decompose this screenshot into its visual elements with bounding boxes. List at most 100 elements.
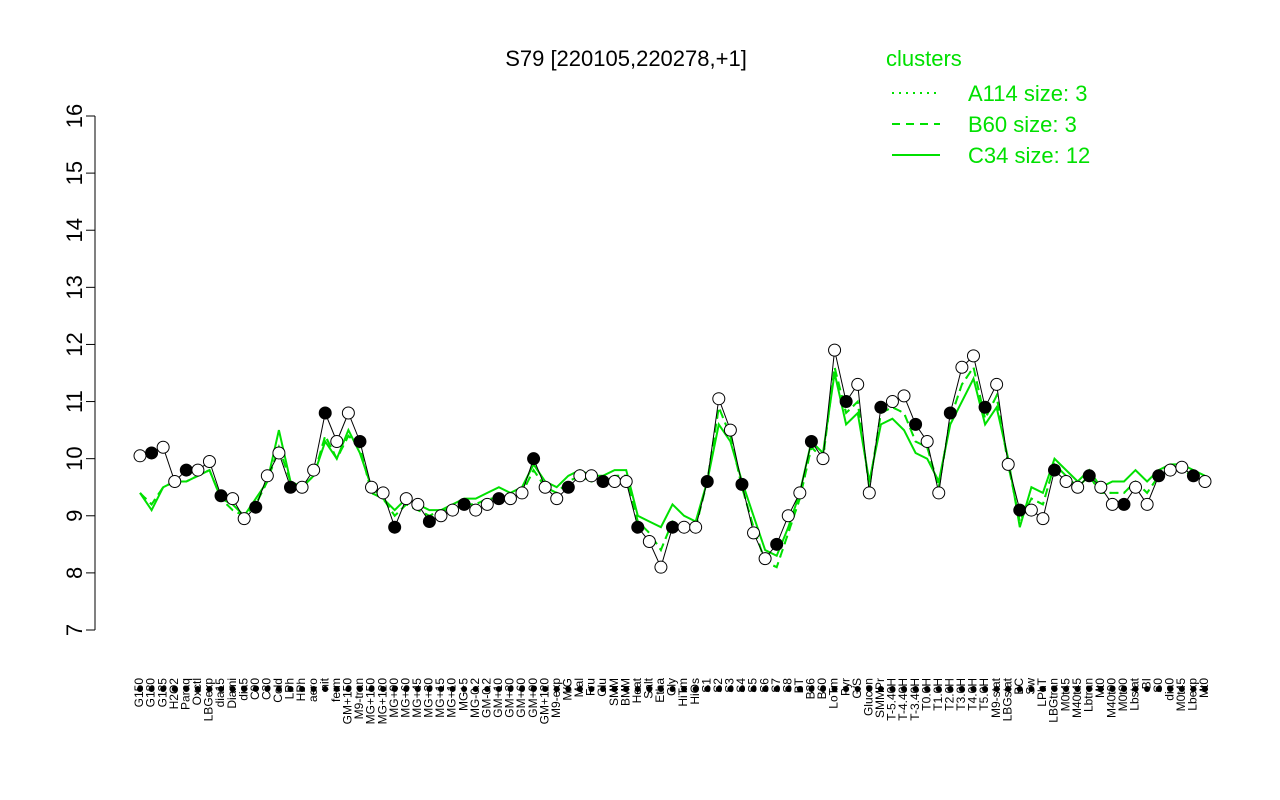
x-tick-label: MG+45: [410, 678, 424, 718]
x-tick-label: S6: [757, 678, 771, 693]
x-tick-label: C30: [260, 678, 274, 700]
x-tick-label: Lbstat: [1128, 677, 1142, 710]
x-tick-label: Mt0: [1093, 678, 1107, 698]
x-rug-mark: [1086, 686, 1093, 692]
y-axis: 7 8 9 10 11 12 13 14 15 16: [62, 104, 96, 636]
x-rug-mark: [437, 686, 444, 692]
x-rug-mark: [137, 686, 143, 692]
y-tick-label: 10: [62, 446, 87, 470]
x-rug-mark: [148, 686, 155, 692]
x-tick-label: GM+30: [503, 678, 517, 718]
x-tick-label: nit: [317, 677, 331, 690]
x-rug-mark: [345, 686, 352, 692]
x-rug-mark: [1190, 686, 1197, 692]
x-tick-label: M9-tran: [352, 678, 366, 719]
series-line-dotted: [139, 364, 1206, 569]
x-tick-label: Cold: [271, 678, 285, 703]
x-tick-label: MG+10: [445, 678, 459, 718]
x-tick-label: HiOs: [688, 678, 702, 705]
x-rug-mark: [287, 686, 294, 692]
x-rug-mark: [414, 686, 421, 692]
x-tick-label: S5: [746, 678, 760, 693]
data-point: [365, 480, 379, 494]
y-tick-label: 9: [62, 510, 87, 522]
x-rug-mark: [889, 686, 896, 692]
x-tick-label: S8: [780, 678, 794, 693]
data-point: [793, 486, 807, 500]
data-point: [1059, 475, 1073, 489]
x-tick-label: T-4.40H: [896, 678, 910, 721]
data-point: [145, 446, 159, 460]
data-point: [584, 469, 598, 483]
data-point: [839, 395, 853, 409]
x-rug-mark: [449, 686, 456, 692]
x-tick-label: GM+150: [341, 678, 355, 725]
x-rug-mark: [495, 686, 502, 692]
x-rug-mark: [657, 686, 664, 692]
x-tick-label: BI: [1139, 678, 1153, 689]
data-point: [527, 452, 541, 466]
legend-label: A114 size: 3: [968, 81, 1087, 106]
data-point: [1152, 469, 1166, 483]
data-point: [978, 400, 992, 414]
x-rug-mark: [1155, 686, 1162, 692]
x-rug-mark: [160, 686, 167, 692]
x-rug-mark: [692, 686, 699, 692]
data-point: [434, 509, 448, 523]
data-point: [897, 389, 911, 403]
x-tick-label: B60: [815, 678, 829, 700]
x-rug-mark: [1005, 686, 1012, 692]
x-tick-label: G150: [132, 678, 146, 708]
x-tick-label: Paraq: [178, 678, 192, 710]
x-rug-mark: [1120, 686, 1127, 692]
x-tick-label: MG+15: [433, 678, 447, 718]
x-rug-mark: [715, 686, 722, 692]
y-tick-label: 11: [62, 390, 87, 413]
x-rug-mark: [1039, 686, 1046, 692]
data-point: [1036, 512, 1050, 526]
x-tick-label: Oxctl: [190, 678, 204, 705]
x-rug-mark: [1167, 686, 1174, 692]
data-point: [1117, 497, 1131, 511]
x-tick-label: T-5.40H: [885, 678, 899, 721]
x-rug-mark: [947, 686, 954, 692]
x-rug-mark: [275, 686, 282, 692]
x-tick-label: B36: [804, 678, 818, 700]
data-point: [1094, 480, 1108, 494]
data-point: [1140, 497, 1154, 511]
data-point: [179, 463, 193, 477]
x-rug-mark: [750, 686, 757, 692]
x-rug-mark: [194, 686, 201, 692]
data-point: [955, 360, 969, 374]
data-point: [503, 492, 517, 506]
data-point: [735, 477, 749, 491]
x-tick-label: M40t90: [1105, 678, 1119, 718]
x-tick-label: M0t45: [1174, 678, 1188, 712]
x-rug-mark: [472, 686, 479, 692]
x-rug-mark: [958, 686, 965, 692]
data-point: [1024, 503, 1038, 517]
x-rug-mark: [299, 686, 306, 692]
x-rug-mark: [924, 686, 931, 692]
x-tick-label: G/S: [850, 678, 864, 699]
x-rug-mark: [669, 686, 676, 692]
data-point: [1082, 469, 1096, 483]
y-tick-label: 7: [62, 624, 87, 636]
x-tick-label: LBGtran: [1047, 678, 1061, 723]
x-rug-mark: [762, 686, 769, 692]
data-point: [538, 480, 552, 494]
x-rug-mark: [229, 686, 236, 692]
x-rug-mark: [356, 686, 363, 692]
x-rug-mark: [252, 686, 259, 692]
x-tick-label: dia15: [213, 678, 227, 708]
y-tick-label: 13: [62, 275, 87, 299]
data-point: [677, 520, 691, 534]
x-rug-mark: [993, 686, 1000, 692]
x-tick-label: HPh: [294, 678, 308, 701]
x-rug-mark: [391, 686, 398, 692]
x-rug-mark: [588, 686, 595, 692]
x-tick-label: Etha: [653, 678, 667, 703]
data-point: [631, 520, 645, 534]
data-point: [747, 526, 761, 540]
